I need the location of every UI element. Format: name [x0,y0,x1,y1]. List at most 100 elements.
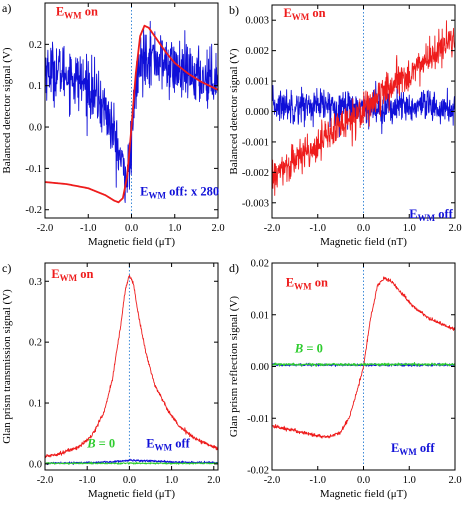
annotation-main: E [286,275,294,289]
series-group [45,274,218,466]
y-axis-label: Balanced detector signal (V) [228,48,240,174]
x-tick-label: 2.0 [448,475,461,486]
annotation-sub: WM [292,12,310,22]
annotation-ewm: EWM on [283,6,325,22]
annotation-rest: = 0 [303,342,323,356]
panel-letter: c) [2,261,11,275]
y-tick-label: 0.0 [29,459,42,470]
annotation-main: E [146,436,154,450]
y-tick-label: 0.001 [245,77,269,88]
annotation-sub: WM [60,273,78,283]
y-tick-label: 0.002 [245,46,269,57]
annotation-rest: off: x 280 [166,184,219,198]
annotation-ewm: EWM off [146,436,190,452]
x-tick-label: -1.0 [309,475,326,486]
annotation-rest: off [435,207,454,221]
annotation-rest: off [417,441,436,455]
annotation-ewm: EWM off [391,441,435,457]
annotation-rest: on [309,6,325,20]
plot-frame [44,262,219,471]
panel-d: -2.0 -1.0 0.0 1.0 2.0 -0.02 -0.01 0.00 0.01 0.02 M… [228,259,462,501]
y-tick-label: -0.01 [247,414,269,425]
x-tick-label: 2.0 [211,223,224,234]
y-tick-label: 0.3 [29,277,42,288]
x-tick-label: -2.0 [264,223,281,234]
annotation-rest: off [172,436,191,450]
y-tick-label: 0.000 [245,107,269,118]
y-tick-label: 0.0 [29,123,42,134]
x-tick-label: -2.0 [37,475,54,486]
annotation-main: E [51,267,59,281]
panel-letter: b) [229,3,239,17]
series-line-red [45,24,218,204]
annotation-main: E [140,184,148,198]
annotation-ewm: EWM on [51,267,93,283]
y-tick-label: 0.2 [29,338,42,349]
y-axis-label: Glan prism transmission signal (V) [1,289,13,444]
annotation-ewm: EWM on [286,275,328,291]
series-line-red [272,20,455,196]
annotation-sub: WM [399,447,417,457]
series-line-red [45,274,218,459]
series-line-red [272,276,455,439]
y-axis-label: Balanced detector signal (V) [1,47,13,173]
x-tick-label: -2.0 [264,475,281,486]
y-tick-label: -0.003 [242,198,269,209]
series-line-green [272,361,455,367]
x-tick-label: -1.0 [80,223,97,234]
x-tick-label: 1.0 [165,475,178,486]
annotation-b-zero: B = 0 [86,436,115,450]
y-tick-label: 0.1 [29,399,42,410]
annotation-ewm: EWM off [409,207,453,223]
annotation-sub: WM [418,213,436,223]
annotation-ewm: EWM on [56,4,98,20]
annotation-ewm: EWM off: x 280 [140,184,219,200]
x-tick-label: 0.0 [357,223,370,234]
annotation-sub: WM [294,281,312,291]
series-line-blue [45,458,218,466]
panel-b: -2.0 -1.0 0.0 1.0 2.0 -0.003 -0.002 -0.001 0.000… [228,3,462,248]
annotation-main: B [294,342,303,356]
y-tick-label: -0.2 [25,205,42,216]
x-tick-label: 0.0 [123,475,136,486]
annotation-sub: WM [64,10,82,20]
annotation-rest: on [77,267,93,281]
series-group [272,20,455,196]
annotation-main: E [391,441,399,455]
annotation-rest: = 0 [96,436,116,450]
x-tick-label: -2.0 [37,223,54,234]
y-tick-label: 0.2 [29,40,42,51]
panel-c: -2.0 -1.0 0.0 1.0 2.0 0.0 0.1 0.2 0.3 Magnetic fi… [1,261,220,500]
x-tick-label: 1.0 [168,223,181,234]
x-tick-label: 1.0 [403,475,416,486]
x-axis-label: Magnetic field (μT) [320,488,407,500]
series-group [272,276,455,439]
y-tick-label: 0.01 [251,310,269,321]
x-tick-label: 2.0 [207,475,220,486]
x-axis-label: Magnetic field (μT) [88,488,175,500]
x-tick-label: -1.0 [79,475,96,486]
x-tick-label: 0.0 [357,475,370,486]
panel-letter: d) [229,261,239,275]
x-tick-label: 1.0 [403,223,416,234]
panel-a: -2.0 -1.0 0.0 1.0 2.0 -0.2 -0.1 0.0 0.1 0.2 Magnet… [1,1,225,248]
x-tick-label: 0.0 [125,223,138,234]
annotation-sub: WM [155,442,173,452]
series-group [45,20,218,204]
series-line-blue [45,20,218,204]
x-axis-label: Magnetic field (μT) [88,236,175,248]
y-tick-label: -0.001 [242,137,269,148]
annotation-main: E [283,6,291,20]
y-tick-label: -0.02 [247,466,269,477]
y-tick-label: 0.1 [29,81,42,92]
x-tick-label: -1.0 [309,223,326,234]
annotation-main: E [409,207,417,221]
y-axis-label: Glan prism reflection signal (V) [228,296,240,437]
x-tick-label: 2.0 [448,223,461,234]
y-tick-label: -0.1 [25,164,42,175]
y-tick-label: 0.003 [245,16,269,27]
y-tick-label: 0.00 [251,362,269,373]
y-tick-label: -0.002 [242,168,269,179]
annotation-main: E [56,4,64,18]
